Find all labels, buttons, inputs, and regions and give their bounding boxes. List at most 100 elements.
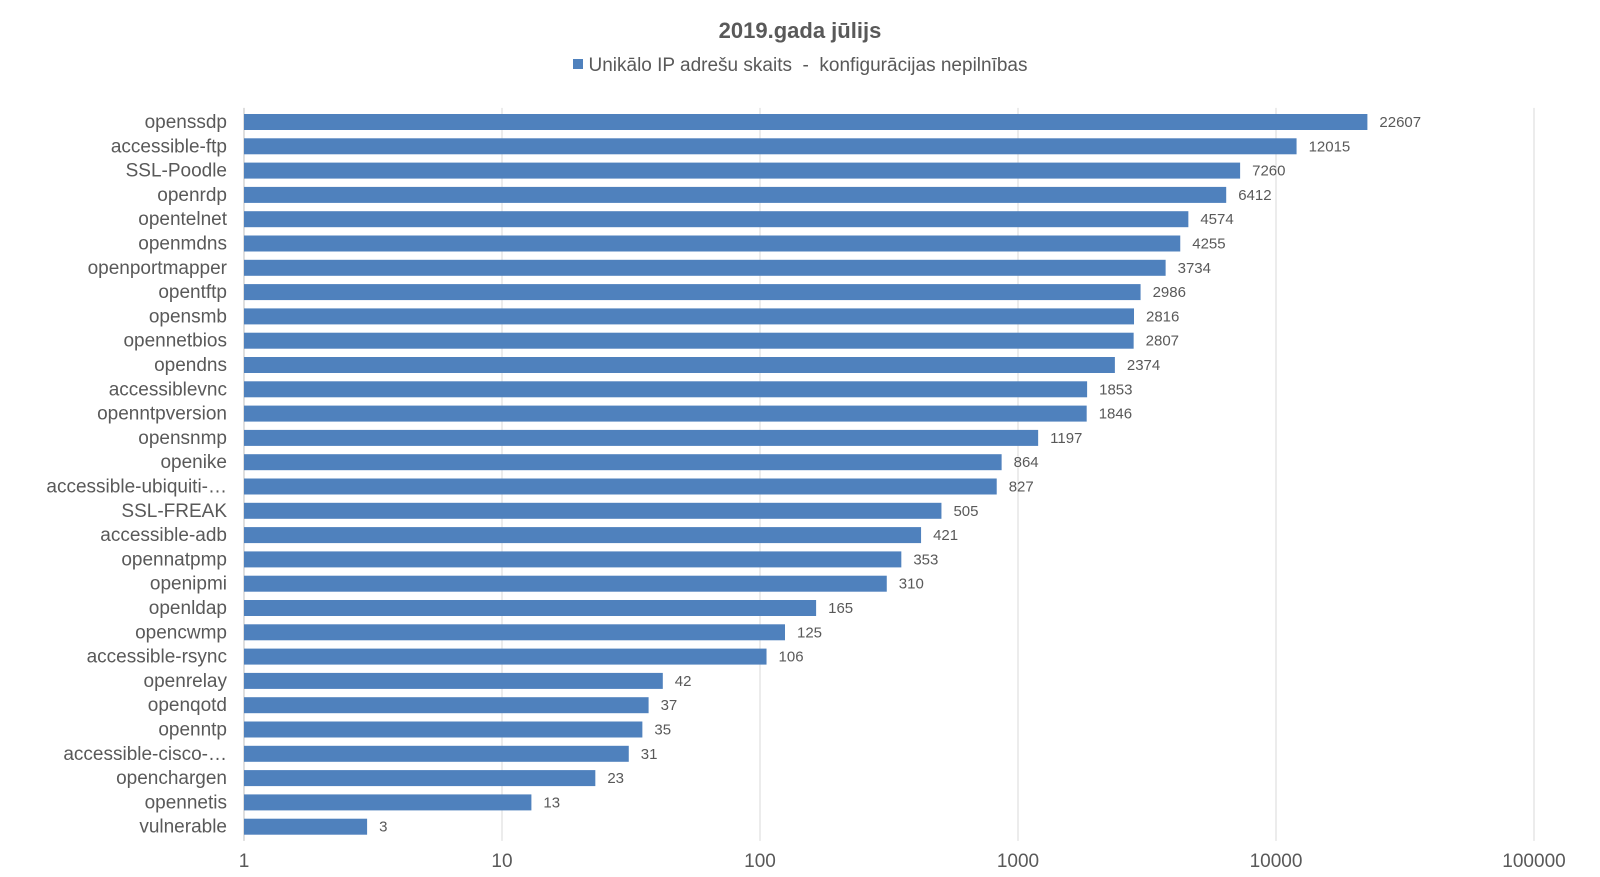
category-label: SSL-Poodle bbox=[126, 161, 227, 182]
category-label: opennetis bbox=[145, 792, 227, 813]
bar bbox=[244, 600, 817, 616]
x-tick-label: 10 bbox=[491, 851, 512, 872]
category-label: openldap bbox=[149, 598, 227, 619]
x-tick-label: 100000 bbox=[1502, 851, 1565, 872]
data-label: 1846 bbox=[1099, 406, 1132, 423]
category-label: openike bbox=[160, 452, 227, 473]
data-label: 353 bbox=[913, 551, 938, 568]
category-label: opentftp bbox=[158, 282, 227, 303]
bar bbox=[244, 259, 1166, 276]
bar bbox=[244, 284, 1141, 301]
data-label: 3734 bbox=[1178, 260, 1211, 277]
bar bbox=[244, 697, 649, 714]
data-label: 35 bbox=[654, 722, 671, 739]
data-label: 505 bbox=[953, 503, 978, 520]
bar bbox=[244, 721, 643, 738]
category-label: vulnerable bbox=[139, 817, 227, 838]
data-label: 125 bbox=[797, 624, 822, 641]
bar bbox=[244, 745, 629, 762]
data-label: 1853 bbox=[1099, 381, 1132, 398]
data-label: 31 bbox=[641, 746, 658, 763]
category-label: openmdns bbox=[138, 234, 227, 255]
data-label: 1197 bbox=[1050, 430, 1082, 447]
bar bbox=[244, 235, 1181, 252]
category-label: SSL-FREAK bbox=[121, 501, 227, 522]
data-label: 12015 bbox=[1309, 138, 1351, 155]
bar bbox=[244, 138, 1297, 155]
legend-label: Unikālo IP adrešu skaits - konfigurācija… bbox=[588, 55, 1028, 76]
category-label: openntp bbox=[158, 720, 227, 741]
data-label: 4255 bbox=[1192, 236, 1225, 253]
bar bbox=[244, 357, 1115, 373]
data-label: 2986 bbox=[1153, 284, 1186, 301]
category-label: opentelnet bbox=[138, 209, 227, 230]
bar bbox=[244, 454, 1002, 471]
data-label: 2374 bbox=[1127, 357, 1160, 374]
category-label: accessible-rsync bbox=[87, 647, 227, 668]
chart-legend: Unikālo IP adrešu skaits - konfigurācija… bbox=[0, 55, 1600, 77]
category-label: openrdp bbox=[157, 185, 227, 206]
data-label: 165 bbox=[828, 600, 853, 617]
x-tick-label: 1000 bbox=[997, 851, 1039, 872]
bar bbox=[244, 502, 942, 519]
bar bbox=[244, 405, 1087, 422]
chart-title: 2019.gada jūlijs bbox=[718, 18, 882, 43]
bar bbox=[244, 648, 767, 665]
data-label: 7260 bbox=[1252, 163, 1285, 180]
data-label: 23 bbox=[607, 770, 624, 787]
bar bbox=[244, 672, 663, 689]
bar bbox=[244, 624, 786, 641]
category-label: openntpversion bbox=[97, 404, 227, 425]
data-label: 864 bbox=[1014, 454, 1039, 471]
bar bbox=[244, 308, 1135, 325]
category-label: accessiblevnc bbox=[109, 379, 227, 400]
x-tick-label: 10000 bbox=[1250, 851, 1303, 872]
bar bbox=[244, 551, 902, 568]
category-label: accessible-adb bbox=[100, 525, 227, 546]
bar bbox=[244, 186, 1227, 203]
category-label: opensnmp bbox=[138, 428, 227, 449]
data-label: 6412 bbox=[1238, 187, 1271, 204]
data-label: 310 bbox=[899, 576, 924, 593]
bar bbox=[244, 162, 1241, 179]
category-label: accessible-ubiquiti-… bbox=[46, 477, 227, 498]
category-label: openchargen bbox=[116, 768, 227, 789]
bar bbox=[244, 332, 1134, 349]
bar bbox=[244, 527, 922, 544]
legend-swatch bbox=[572, 59, 583, 69]
bar bbox=[244, 575, 887, 592]
category-label: opendns bbox=[154, 355, 227, 376]
data-label: 4574 bbox=[1200, 211, 1233, 228]
category-label: opensmb bbox=[149, 306, 227, 327]
bar bbox=[244, 429, 1039, 446]
data-label: 827 bbox=[1009, 479, 1034, 496]
bar bbox=[244, 794, 532, 811]
category-label: opencwmp bbox=[135, 622, 227, 643]
category-label: openipmi bbox=[150, 574, 227, 595]
category-label: accessible-cisco-… bbox=[63, 744, 227, 765]
data-label: 42 bbox=[675, 673, 692, 690]
data-label: 106 bbox=[779, 649, 804, 666]
category-label: openqotd bbox=[148, 695, 227, 716]
x-tick-label: 100 bbox=[744, 851, 776, 872]
data-label: 2816 bbox=[1146, 308, 1179, 325]
category-label: opennetbios bbox=[123, 331, 227, 352]
bar bbox=[244, 770, 596, 787]
data-label: 37 bbox=[661, 697, 678, 714]
bar bbox=[244, 818, 368, 835]
bar bbox=[244, 114, 1368, 130]
data-label: 421 bbox=[933, 527, 958, 544]
category-label: openrelay bbox=[144, 671, 228, 692]
category-label: openportmapper bbox=[88, 258, 228, 279]
data-label: 3 bbox=[379, 819, 387, 836]
bar bbox=[244, 478, 997, 495]
category-label: accessible-ftp bbox=[111, 136, 227, 157]
data-label: 22607 bbox=[1379, 114, 1421, 131]
category-label: opennatpmp bbox=[121, 549, 227, 570]
category-label: openssdp bbox=[145, 112, 227, 133]
data-label: 2807 bbox=[1146, 333, 1179, 350]
x-tick-label: 1 bbox=[239, 851, 250, 872]
data-label: 13 bbox=[543, 794, 560, 811]
bar bbox=[244, 211, 1189, 228]
